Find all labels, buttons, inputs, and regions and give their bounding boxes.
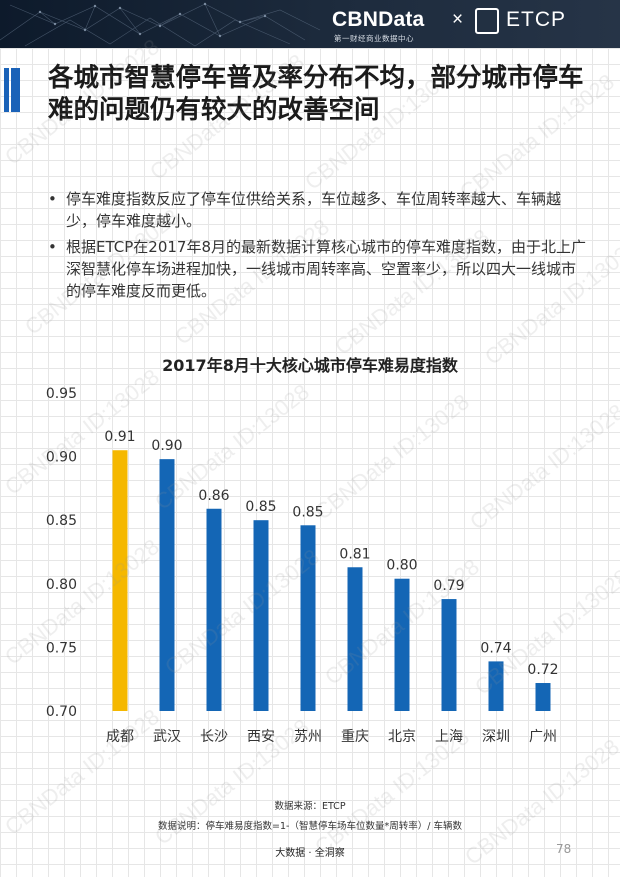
bar: [112, 450, 128, 711]
title-accent-bar: [4, 68, 9, 112]
bar-value-label: 0.81: [339, 546, 370, 562]
y-tick-label: 0.95: [46, 386, 77, 402]
cbndata-logo: CBNData: [332, 8, 425, 31]
x-category-label: 长沙: [200, 729, 228, 745]
bar-value-label: 0.91: [104, 429, 135, 445]
page-header: CBNData × ETCP 第一财经商业数据中心: [0, 0, 620, 48]
title-accent-bar-thick: [11, 68, 20, 112]
bullet-item: 根据ETCP在2017年8月的最新数据计算核心城市的停车难度指数，由于北上广深智…: [48, 236, 588, 302]
x-category-label: 成都: [106, 729, 134, 745]
bar-value-label: 0.72: [527, 662, 558, 678]
y-tick-label: 0.85: [46, 513, 77, 529]
x-category-label: 广州: [529, 729, 557, 745]
bar-value-label: 0.85: [245, 499, 276, 515]
y-tick-label: 0.80: [46, 577, 77, 593]
y-tick-label: 0.90: [46, 450, 77, 466]
bar: [488, 661, 504, 711]
footer-text: 大数据 · 全洞察: [275, 848, 345, 859]
bar: [535, 683, 551, 711]
data-source-note: 数据来源：ETCP: [274, 801, 346, 812]
bar-value-label: 0.90: [151, 438, 182, 454]
page-number: 78: [556, 842, 572, 856]
header-network-decoration: [0, 2, 321, 47]
bar: [347, 567, 363, 711]
bullet-list: 停车难度指数反应了停车位供给关系，车位越多、车位周转率越大、车辆越少，停车难度越…: [48, 188, 588, 306]
bar-value-label: 0.86: [198, 488, 229, 504]
x-category-label: 苏州: [294, 729, 322, 745]
x-category-label: 武汉: [153, 729, 181, 745]
bar-value-label: 0.80: [386, 558, 417, 574]
bar: [394, 578, 410, 711]
etcp-logo-icon: [475, 8, 499, 34]
etcp-logo: ETCP: [506, 8, 567, 31]
cbndata-tagline: 第一财经商业数据中心: [334, 34, 414, 43]
x-category-label: 西安: [247, 729, 275, 745]
bar: [441, 599, 457, 711]
data-explanation-note: 数据说明：停车难易度指数=1-（智慧停车场车位数量*周转率）/ 车辆数: [158, 821, 462, 832]
bar-value-label: 0.85: [292, 504, 323, 520]
x-category-label: 北京: [388, 729, 416, 745]
x-category-label: 重庆: [341, 729, 369, 745]
bar: [253, 520, 269, 711]
chart-title: 2017年8月十大核心城市停车难易度指数: [162, 356, 458, 375]
x-category-label: 上海: [435, 729, 463, 745]
x-category-label: 深圳: [482, 729, 510, 745]
page-title: 各城市智慧停车普及率分布不均，部分城市停车难的问题仍有较大的改善空间: [48, 63, 584, 125]
bar: [159, 459, 175, 711]
bar: [300, 525, 316, 711]
y-tick-label: 0.75: [46, 640, 77, 656]
bar: [206, 508, 222, 711]
bar-value-label: 0.79: [433, 578, 464, 594]
bar-value-label: 0.74: [480, 640, 511, 656]
y-tick-label: 0.70: [46, 704, 77, 720]
bullet-item: 停车难度指数反应了停车位供给关系，车位越多、车位周转率越大、车辆越少，停车难度越…: [48, 188, 588, 232]
brand-separator: ×: [452, 9, 464, 30]
